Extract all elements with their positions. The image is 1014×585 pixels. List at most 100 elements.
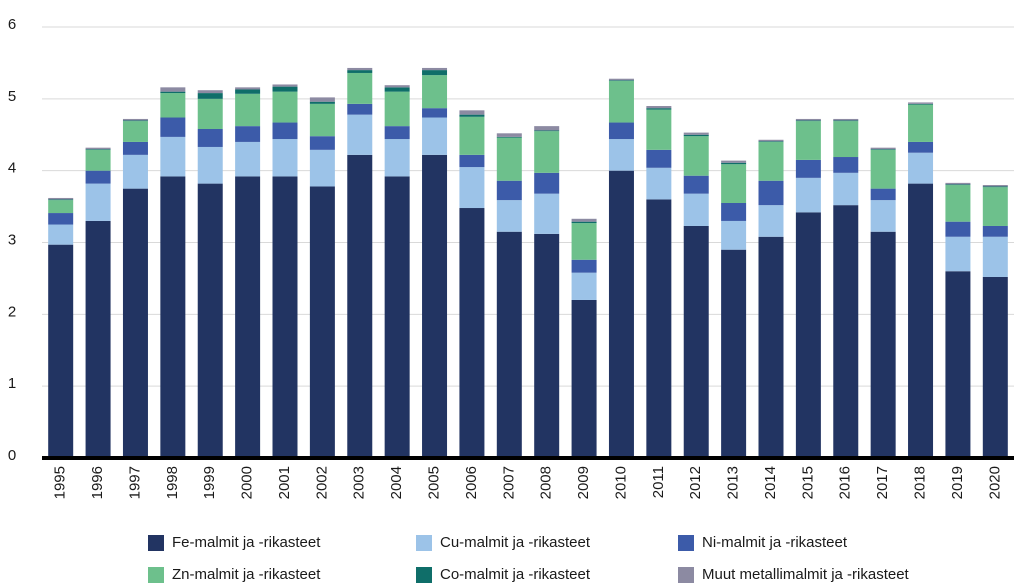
bar-segment [571, 221, 597, 224]
bar-segment [571, 218, 597, 222]
bar-segment [646, 149, 672, 168]
bar-segment [758, 180, 784, 206]
bar-segment [48, 224, 74, 245]
bar-segment [683, 193, 709, 226]
bar-segment [833, 118, 859, 121]
bar-segment [571, 223, 597, 260]
bar-segment [309, 103, 335, 137]
legend-swatch [678, 535, 694, 551]
bar-segment [272, 139, 298, 177]
bar-segment [908, 103, 934, 105]
bar-segment [422, 154, 448, 458]
bar-segment [160, 91, 186, 94]
y-tick-label: 2 [8, 303, 16, 320]
bar-segment [945, 221, 971, 237]
bar-segment [459, 110, 485, 115]
bar-segment [496, 133, 522, 137]
bar-segment [384, 85, 410, 88]
bar-segment [683, 175, 709, 194]
x-tick-label: 2007 [500, 466, 517, 499]
bar-segment [309, 149, 335, 187]
x-tick-label: 2017 [874, 466, 891, 499]
bar-segment [347, 114, 373, 155]
bar-segment [272, 122, 298, 140]
bar-segment [48, 213, 74, 225]
bar-segment [422, 70, 448, 76]
bar-segment [608, 80, 634, 123]
bar-segment [908, 141, 934, 153]
bar-segment [459, 208, 485, 458]
bar-segment [721, 249, 747, 458]
bar-segment [908, 183, 934, 458]
bar-segment [870, 149, 896, 189]
x-tick-label: 2002 [313, 466, 330, 499]
bar-segment [683, 134, 709, 137]
x-tick-label: 2004 [388, 466, 405, 499]
bar-segment [235, 93, 261, 127]
legend-label: Ni-malmit ja -rikasteet [702, 534, 848, 551]
bar-segment [384, 126, 410, 140]
bar-segment [721, 162, 747, 165]
bar-segment [347, 103, 373, 115]
bar-segment [85, 220, 111, 458]
y-tick-label: 5 [8, 88, 16, 105]
bar-segment [870, 147, 896, 150]
x-tick-label: 2012 [687, 466, 704, 499]
y-tick-label: 1 [8, 375, 16, 392]
bar-segment [85, 147, 111, 150]
bar-segment [459, 154, 485, 168]
bar-segment [197, 90, 223, 94]
bar-segment [683, 136, 709, 176]
x-tick-label: 1995 [52, 466, 69, 499]
bar-segment [534, 131, 560, 173]
bar-segment [197, 129, 223, 147]
legend-label: Zn-malmit ja -rikasteet [172, 566, 321, 583]
bar-segment [422, 117, 448, 155]
legend-label: Cu-malmit ja -rikasteet [440, 534, 591, 551]
legend-swatch [148, 567, 164, 583]
bar-segment [309, 97, 335, 102]
bar-segment [982, 186, 1008, 188]
bar-segment [646, 167, 672, 200]
x-tick-label: 2006 [463, 466, 480, 499]
x-tick-label: 2015 [799, 466, 816, 499]
bar-segment [870, 188, 896, 201]
bar-segment [534, 233, 560, 458]
bar-segment [496, 136, 522, 138]
legend-swatch [416, 567, 432, 583]
bar-segment [721, 160, 747, 163]
bar-segment [272, 86, 298, 92]
bar-segment [908, 152, 934, 184]
bar-segment [309, 136, 335, 150]
bar-segment [309, 101, 335, 104]
x-tick-label: 2018 [912, 466, 929, 499]
bar-segment [833, 205, 859, 458]
bar-segment [122, 154, 148, 189]
bar-segment [945, 271, 971, 458]
bar-segment [347, 67, 373, 71]
bar-segment [48, 200, 74, 214]
x-tick-label: 2013 [725, 466, 742, 499]
bar-segment [422, 108, 448, 118]
legend-swatch [148, 535, 164, 551]
bar-segment [347, 72, 373, 104]
bar-segment [608, 78, 634, 81]
y-tick-label: 3 [8, 231, 16, 248]
legend-swatch [416, 535, 432, 551]
legend-swatch [678, 567, 694, 583]
bar-segment [571, 299, 597, 458]
bar-segment [272, 176, 298, 458]
bar-segment [235, 141, 261, 177]
legend-label: Fe-malmit ja -rikasteet [172, 534, 321, 551]
bar-segment [122, 118, 148, 121]
x-tick-label: 1997 [126, 466, 143, 499]
bar-segment [160, 93, 186, 118]
bar-segment [721, 202, 747, 221]
x-tick-label: 2010 [612, 466, 629, 499]
x-tick-label: 2020 [986, 466, 1003, 499]
bar-segment [646, 199, 672, 458]
bar-segment [459, 116, 485, 155]
bar-segment [795, 118, 821, 121]
bar-segment [235, 126, 261, 142]
